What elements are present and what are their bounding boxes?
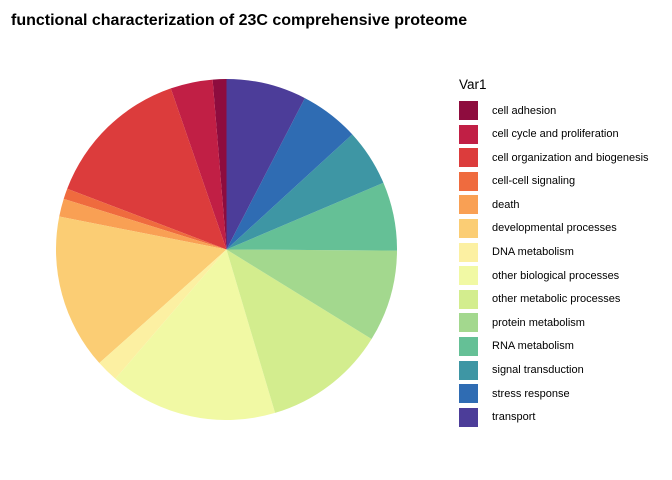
pie-slice-signal-transduction [226, 134, 384, 250]
legend-swatch [459, 171, 478, 191]
chart-title: functional characterization of 23C compr… [11, 12, 468, 29]
pie-slice-cell-cell-signaling [63, 188, 227, 250]
pie-slice-dna-metabolism [99, 249, 227, 379]
legend-label: RNA metabolism [492, 340, 574, 353]
legend-swatch [459, 384, 478, 404]
pie-slice-death [59, 198, 227, 250]
legend-label: transport [492, 411, 536, 424]
legend-label: signal transduction [492, 364, 584, 377]
legend-title: Var1 [459, 77, 487, 92]
legend-label: death [492, 198, 520, 211]
legend-swatch [459, 266, 478, 286]
legend-label: other metabolic processes [492, 293, 621, 306]
legend-item: stress response [459, 384, 669, 404]
legend-item: other biological processes [459, 266, 669, 286]
legend-label: other biological processes [492, 269, 620, 282]
legend-swatch [459, 289, 478, 309]
legend-swatch [459, 148, 478, 168]
legend-item: transport [459, 407, 669, 427]
legend-swatch [459, 124, 478, 144]
legend-item: DNA metabolism [459, 242, 669, 262]
legend-label: cell adhesion [492, 104, 557, 117]
legend: Var1 cell adhesion cell cycle and prolife… [459, 77, 669, 431]
legend-label: cell-cell signaling [492, 175, 576, 188]
legend-swatch [459, 313, 478, 333]
legend-item: cell cycle and proliferation [459, 124, 669, 144]
pie-slice-rna-metabolism [226, 182, 397, 251]
legend-item: RNA metabolism [459, 336, 669, 356]
pie-chart [56, 79, 397, 420]
pie-slice-other-biological-processes [115, 249, 276, 420]
legend-items: cell adhesion cell cycle and proliferatio… [459, 101, 669, 427]
legend-item: signal transduction [459, 360, 669, 380]
pie-slice-other-metabolic-processes [226, 249, 372, 413]
legend-swatch [459, 242, 478, 262]
pie-slice-cell-organization-and-biogenesis [67, 88, 227, 250]
pie-slice-transport [226, 79, 305, 250]
legend-item: cell adhesion [459, 101, 669, 120]
legend-swatch [459, 195, 478, 215]
pie-slice-cell-adhesion [212, 79, 227, 250]
legend-swatch [459, 407, 478, 427]
legend-item: cell-cell signaling [459, 171, 669, 191]
pie-slice-developmental-processes [56, 216, 227, 364]
legend-item: other metabolic processes [459, 289, 669, 309]
pie-slice-stress-response [226, 98, 353, 250]
legend-label: developmental processes [492, 222, 617, 235]
legend-label: DNA metabolism [492, 246, 574, 259]
legend-item: death [459, 195, 669, 215]
legend-item: protein metabolism [459, 313, 669, 333]
pie-slice-protein-metabolism [226, 249, 397, 340]
legend-swatch [459, 218, 478, 238]
legend-label: cell organization and biogenesis [492, 151, 649, 164]
legend-label: cell cycle and proliferation [492, 128, 619, 141]
legend-label: stress response [492, 387, 570, 400]
legend-swatch [459, 101, 478, 120]
legend-item: cell organization and biogenesis [459, 148, 669, 168]
legend-label: protein metabolism [492, 316, 585, 329]
pie-slice-cell-cycle-and-proliferation [170, 79, 227, 250]
legend-item: developmental processes [459, 218, 669, 238]
legend-swatch [459, 336, 478, 356]
legend-swatch [459, 360, 478, 380]
